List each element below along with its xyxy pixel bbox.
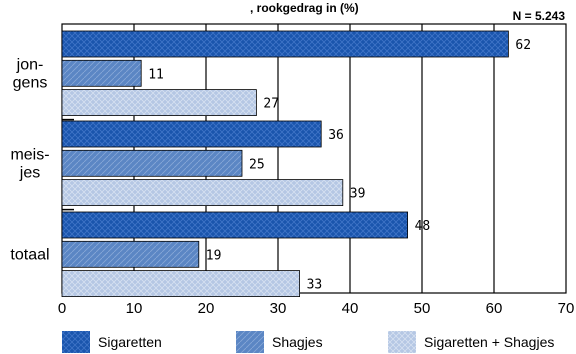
bar-sigaretten (61, 30, 509, 58)
x-tick-label: 30 (270, 300, 287, 317)
legend-swatch (388, 331, 416, 353)
bar-value-label: 33 (307, 278, 323, 293)
category-label: jon-gens (13, 56, 48, 91)
plot-area: 0 10 20 30 40 50 60 70 62 11 27 jon-gens 36 25 39 meis-… (10, 23, 575, 317)
bar-value-label: 11 (148, 67, 164, 82)
legend: Sigaretten Shagjes Sigaretten + Shagjes (62, 331, 554, 353)
bar-sigaretten-shagjes (61, 179, 344, 207)
category-label: totaal (10, 246, 49, 263)
legend-label: Sigaretten (98, 334, 162, 350)
bar-shagjes (61, 240, 200, 268)
x-tick-label: 40 (342, 300, 359, 317)
x-tick-label: 50 (414, 300, 431, 317)
x-tick-label: 20 (198, 300, 215, 317)
bar-value-label: 19 (206, 248, 222, 263)
x-tick-label: 70 (558, 300, 575, 317)
bar-sigaretten (61, 120, 322, 148)
x-tick-label: 0 (58, 300, 66, 317)
category-label: meis-jes (10, 146, 49, 181)
bar-sigaretten-shagjes (61, 89, 257, 116)
x-tick-label: 10 (126, 300, 143, 317)
legend-label: Sigaretten + Shagjes (424, 334, 554, 350)
bar-value-label: 25 (249, 157, 265, 172)
bar-value-label: 27 (263, 97, 279, 112)
bar-value-label: 62 (515, 38, 531, 53)
x-tick-label: 60 (486, 300, 503, 317)
bar-sigaretten-shagjes (61, 270, 301, 298)
legend-swatch (236, 331, 264, 353)
sample-size-label: N = 5.243 (513, 9, 566, 23)
legend-label: Shagjes (272, 334, 323, 350)
bar-shagjes (61, 59, 142, 87)
bar-value-label: 39 (350, 187, 366, 202)
bar-value-label: 36 (328, 128, 344, 143)
chart-title: , rookgedrag in (%) (250, 1, 359, 15)
bar-value-label: 48 (415, 219, 431, 234)
bar-sigaretten (61, 211, 409, 239)
legend-swatch (62, 331, 90, 353)
bar-shagjes (61, 149, 243, 177)
